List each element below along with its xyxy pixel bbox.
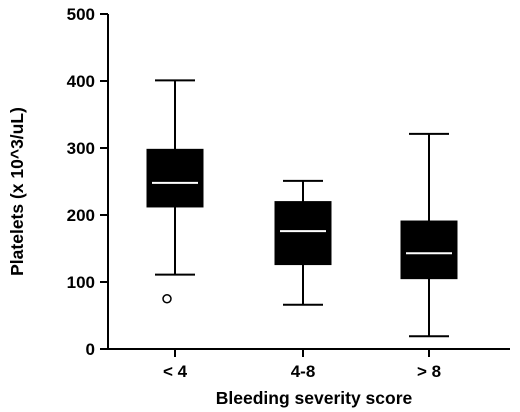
iqr-box	[146, 148, 204, 208]
y-tick-label: 100	[67, 273, 95, 292]
y-tick-label: 200	[67, 206, 95, 225]
y-tick-label: 500	[67, 5, 95, 24]
iqr-box	[274, 201, 332, 266]
y-axis-title: Platelets (x 10^3/uL)	[7, 107, 27, 276]
x-tick-label: < 4	[163, 362, 188, 381]
x-axis-title: Bleeding severity score	[216, 388, 413, 408]
x-ticks: < 4 4-8 > 8	[163, 349, 441, 381]
box-series	[146, 79, 458, 338]
y-ticks: 0 100 200 300 400 500	[67, 5, 108, 359]
x-tick-label: > 8	[417, 362, 441, 381]
box-group	[146, 79, 204, 304]
box-group	[400, 132, 458, 338]
iqr-box	[400, 220, 458, 280]
box-group	[274, 179, 332, 306]
x-axis: < 4 4-8 > 8	[108, 348, 510, 381]
outlier-point	[162, 294, 172, 304]
y-tick-label: 300	[67, 139, 95, 158]
x-tick-label: 4-8	[291, 362, 316, 381]
y-tick-label: 400	[67, 72, 95, 91]
y-tick-label: 0	[86, 340, 95, 359]
y-axis: 0 100 200 300 400 500	[67, 5, 109, 359]
